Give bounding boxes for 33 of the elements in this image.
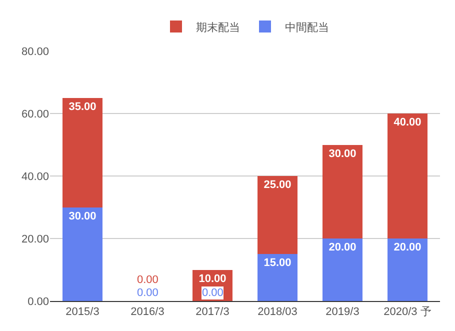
data-label: 0.00	[137, 274, 158, 286]
data-label: 40.00	[394, 116, 422, 128]
data-label: 25.00	[264, 179, 292, 191]
y-tick-label: 0.00	[28, 296, 49, 308]
data-label: 20.00	[394, 242, 422, 254]
x-tick-label: 2019/3	[326, 306, 360, 318]
legend-label: 中間配当	[285, 20, 329, 34]
bar	[62, 207, 103, 301]
y-tick-label: 80.00	[21, 46, 49, 58]
x-tick-label: 2020/3 予	[384, 306, 432, 318]
data-label: 10.00	[198, 272, 226, 285]
data-label: 15.00	[264, 257, 292, 270]
bar	[257, 254, 298, 301]
x-tick-label: 2018/03	[258, 306, 298, 318]
bar	[62, 98, 103, 208]
y-tick-label: 20.00	[21, 233, 49, 246]
legend-label: 期末配当	[196, 20, 240, 34]
y-tick-label: 60.00	[21, 108, 49, 120]
data-label: 30.00	[328, 148, 356, 160]
x-tick-label: 2017/3	[196, 306, 230, 318]
data-label: 0.00	[202, 287, 224, 299]
x-tick-label: 2015/3	[66, 306, 100, 318]
y-tick-label: 40.00	[21, 170, 49, 183]
data-label: 0.00	[137, 287, 158, 299]
data-label: 35.00	[68, 100, 96, 113]
bar	[387, 238, 428, 301]
bar	[322, 144, 363, 238]
x-tick-label: 2016/3	[130, 306, 164, 318]
data-label: 20.00	[328, 242, 356, 254]
bar	[257, 176, 298, 254]
bar	[322, 238, 363, 301]
bar	[387, 114, 428, 238]
data-label: 30.00	[68, 210, 96, 222]
